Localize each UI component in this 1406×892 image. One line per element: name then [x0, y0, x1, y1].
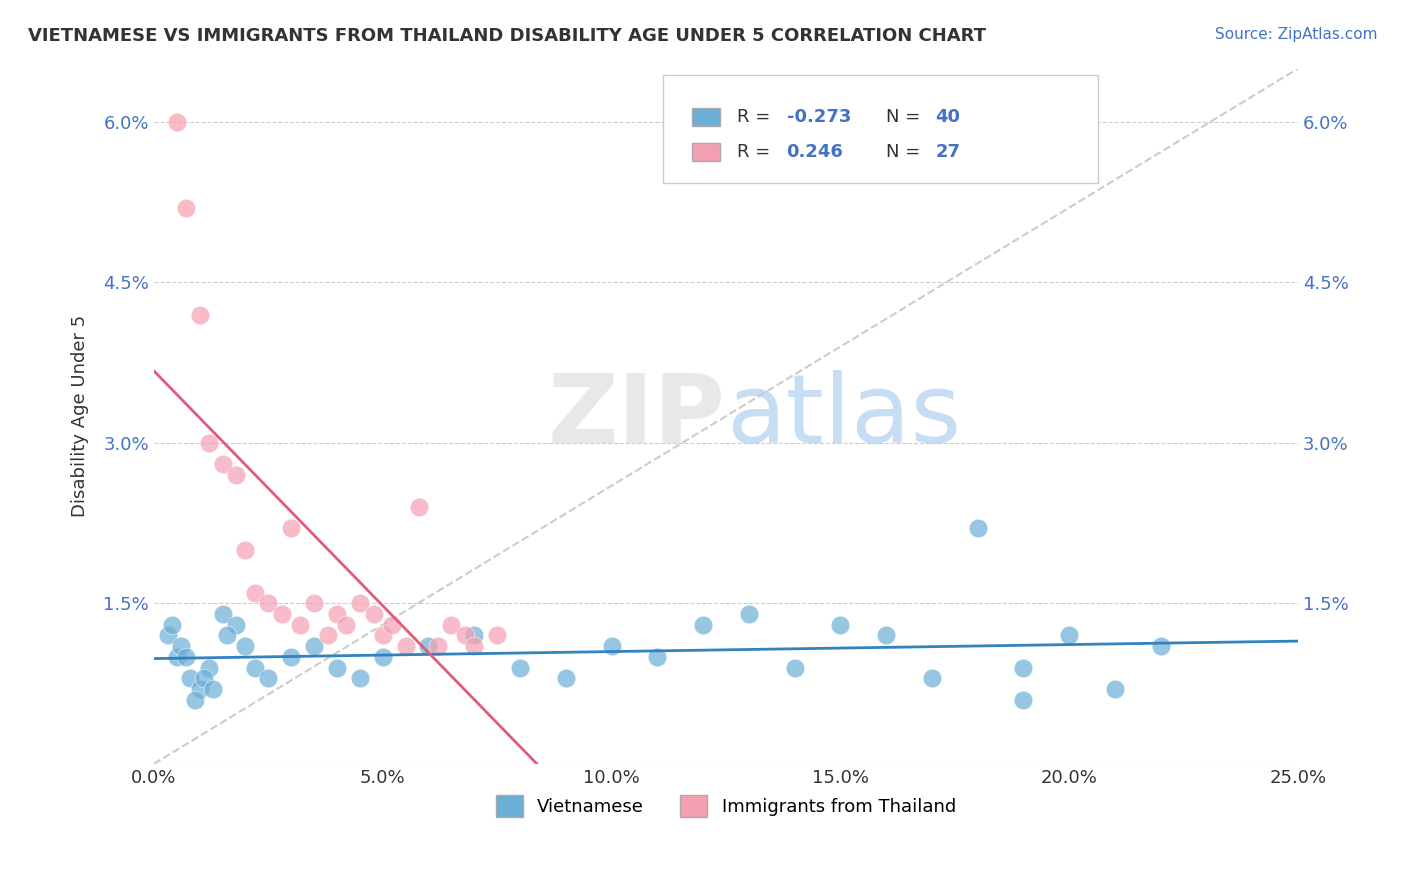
Text: atlas: atlas [725, 369, 962, 463]
Text: R =: R = [737, 143, 776, 161]
Text: Source: ZipAtlas.com: Source: ZipAtlas.com [1215, 27, 1378, 42]
Text: N =: N = [886, 143, 927, 161]
Point [235, 542, 257, 557]
Point [197, 436, 219, 450]
Y-axis label: Disability Age Under 5: Disability Age Under 5 [72, 315, 89, 517]
Point [170, 639, 193, 653]
Point [371, 649, 394, 664]
Point [271, 607, 294, 621]
FancyBboxPatch shape [664, 76, 1098, 183]
Text: 0.246: 0.246 [786, 143, 844, 161]
Point [463, 639, 485, 653]
Point [426, 639, 449, 653]
Point [174, 201, 197, 215]
Point [554, 671, 576, 685]
Point [1104, 681, 1126, 696]
Point [290, 617, 312, 632]
Point [302, 596, 325, 610]
Point [509, 660, 531, 674]
Point [408, 500, 430, 514]
Point [335, 617, 357, 632]
Point [486, 628, 509, 642]
Point [193, 671, 215, 685]
Point [921, 671, 943, 685]
Point [363, 607, 385, 621]
Text: R =: R = [737, 108, 776, 126]
Point [349, 596, 371, 610]
Point [463, 628, 485, 642]
Point [600, 639, 623, 653]
Text: ZIP: ZIP [548, 369, 725, 463]
Point [316, 628, 339, 642]
Point [394, 639, 416, 653]
Point [211, 607, 233, 621]
Point [166, 649, 188, 664]
Text: 27: 27 [935, 143, 960, 161]
Point [783, 660, 806, 674]
Point [647, 649, 669, 664]
Text: VIETNAMESE VS IMMIGRANTS FROM THAILAND DISABILITY AGE UNDER 5 CORRELATION CHART: VIETNAMESE VS IMMIGRANTS FROM THAILAND D… [28, 27, 986, 45]
Point [225, 468, 247, 483]
Point [1057, 628, 1080, 642]
Point [1012, 660, 1035, 674]
Point [1012, 692, 1035, 706]
Point [830, 617, 852, 632]
Point [326, 660, 349, 674]
Point [418, 639, 440, 653]
Point [197, 660, 219, 674]
FancyBboxPatch shape [692, 144, 720, 161]
Point [454, 628, 477, 642]
Point [217, 628, 239, 642]
Point [211, 458, 233, 472]
Point [179, 671, 201, 685]
Point [188, 308, 211, 322]
Point [302, 639, 325, 653]
Point [225, 617, 247, 632]
Point [243, 660, 266, 674]
Point [280, 649, 302, 664]
Point [188, 681, 211, 696]
Point [160, 617, 183, 632]
Legend: Vietnamese, Immigrants from Thailand: Vietnamese, Immigrants from Thailand [489, 788, 963, 824]
Point [166, 115, 188, 129]
Point [440, 617, 463, 632]
Text: 40: 40 [935, 108, 960, 126]
Point [202, 681, 225, 696]
Point [875, 628, 897, 642]
Text: N =: N = [886, 108, 927, 126]
Point [243, 585, 266, 599]
Point [174, 649, 197, 664]
Point [692, 617, 714, 632]
Point [184, 692, 207, 706]
Point [326, 607, 349, 621]
Point [1150, 639, 1173, 653]
Point [966, 521, 988, 535]
Point [280, 521, 302, 535]
Point [738, 607, 761, 621]
Point [156, 628, 179, 642]
Text: -0.273: -0.273 [786, 108, 851, 126]
Point [381, 617, 404, 632]
Point [371, 628, 394, 642]
FancyBboxPatch shape [692, 109, 720, 126]
Point [235, 639, 257, 653]
Point [349, 671, 371, 685]
Point [257, 596, 280, 610]
Point [257, 671, 280, 685]
